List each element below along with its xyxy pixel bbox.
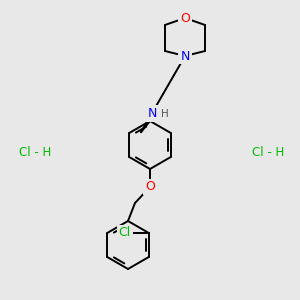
Text: N: N: [180, 50, 190, 62]
Text: O: O: [145, 181, 155, 194]
Text: Cl - H: Cl - H: [19, 146, 51, 158]
Text: Cl - H: Cl - H: [252, 146, 284, 158]
Text: N: N: [147, 107, 157, 120]
Text: H: H: [161, 109, 169, 119]
Text: O: O: [180, 11, 190, 25]
Text: Cl: Cl: [119, 226, 131, 239]
